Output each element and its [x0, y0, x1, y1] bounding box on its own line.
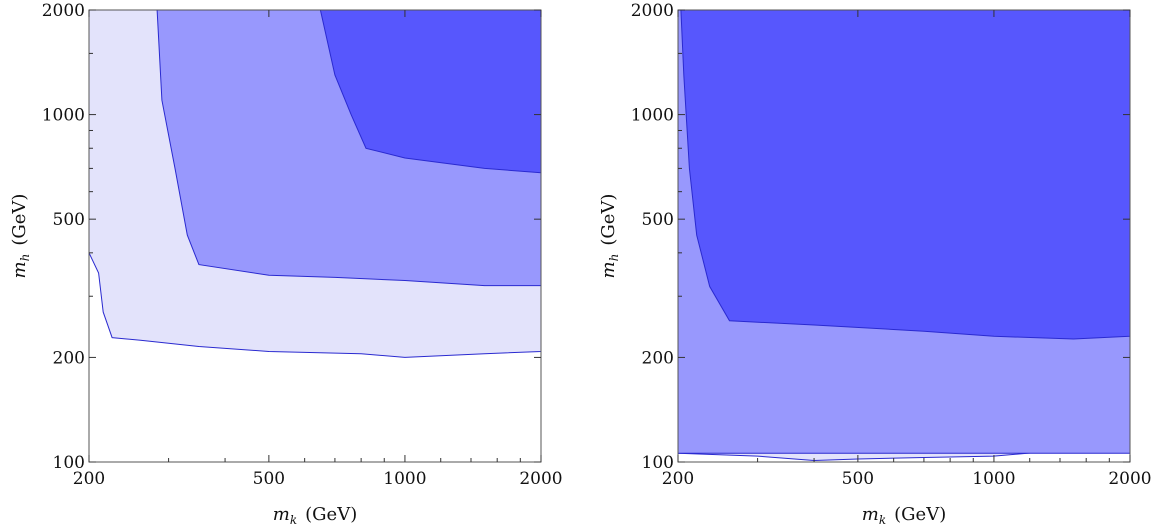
x-axis-title: mk (GeV)	[862, 504, 946, 527]
y-tick-label: 200	[642, 348, 674, 368]
x-var: m	[273, 504, 290, 525]
y-tick-label: 1000	[42, 106, 85, 126]
y-tick-label: 2000	[631, 1, 674, 21]
x-axis-title: mk (GeV)	[273, 504, 357, 527]
y-tick-label: 500	[53, 210, 85, 230]
y-tick-label: 200	[53, 348, 85, 368]
plot-frame	[677, 9, 1131, 463]
x-tick-label: 500	[842, 469, 874, 489]
plot-frame	[88, 9, 542, 463]
x-tick-label: 200	[73, 469, 105, 489]
x-tick-label: 1000	[383, 469, 426, 489]
x-unit: (GeV)	[305, 504, 357, 525]
y-axis-title: mh (GeV)	[598, 194, 621, 279]
x-tick-label: 2000	[1108, 469, 1151, 489]
y-tick-label: 100	[642, 453, 674, 473]
x-sub: k	[290, 513, 297, 527]
x-tick-label: 2000	[519, 469, 562, 489]
ticks	[677, 9, 1131, 463]
y-tick-label: 2000	[42, 1, 85, 21]
y-sub: h	[607, 254, 621, 262]
y-tick-label: 100	[53, 453, 85, 473]
plot-area	[89, 10, 541, 358]
contour-region-dark	[680, 10, 1130, 340]
y-axis-title: mh (GeV)	[9, 194, 32, 279]
ticks	[88, 9, 542, 463]
x-tick-label: 1000	[972, 469, 1015, 489]
x-tick-label: 500	[253, 469, 285, 489]
y-var: m	[598, 261, 619, 278]
x-sub: k	[879, 513, 886, 527]
y-unit: (GeV)	[9, 194, 30, 246]
x-tick-label: 200	[662, 469, 694, 489]
contour-region-dark	[319, 10, 541, 174]
y-var: m	[9, 261, 30, 278]
plot-area	[678, 10, 1130, 462]
y-tick-label: 1000	[631, 106, 674, 126]
x-unit: (GeV)	[894, 504, 946, 525]
y-tick-label: 500	[642, 210, 674, 230]
y-sub: h	[18, 254, 32, 262]
x-var: m	[862, 504, 879, 525]
y-unit: (GeV)	[598, 194, 619, 246]
